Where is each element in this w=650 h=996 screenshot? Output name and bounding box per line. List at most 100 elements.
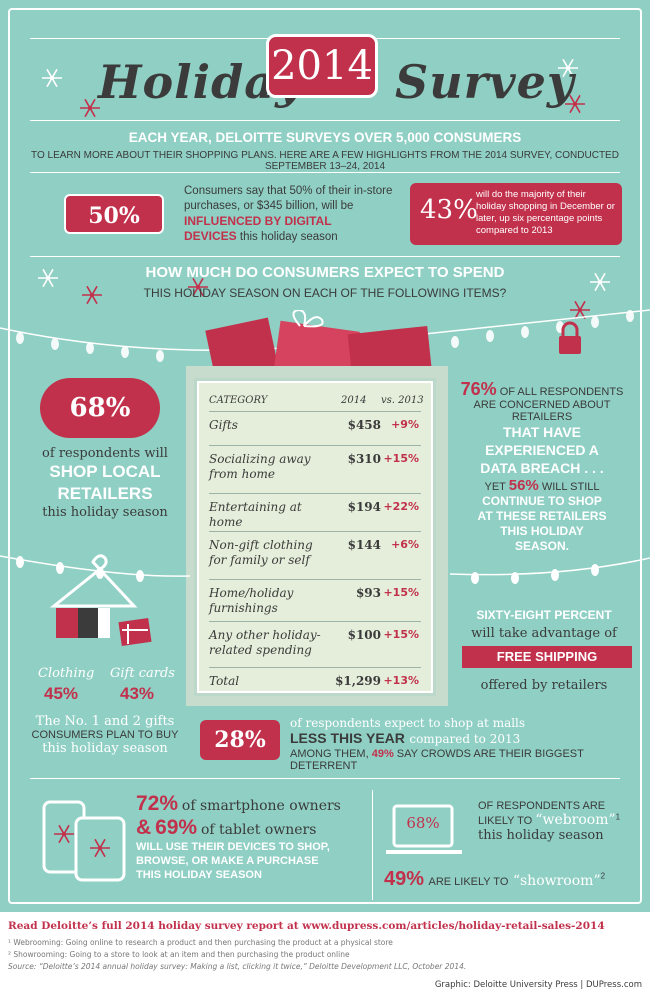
breach-yet: YET: [484, 481, 506, 493]
row-value-2014: $458: [347, 418, 381, 432]
row-value-2014: $310: [347, 452, 381, 466]
webroom-line3: this holiday season: [478, 828, 604, 843]
malls-line3pct: 49%: [371, 748, 394, 760]
showroom-line4a: ARE LIKELY TO: [428, 876, 509, 888]
breach-pct2: 56%: [508, 477, 539, 494]
devices-bold1: WILL USE THEIR DEVICES TO SHOP,: [136, 841, 330, 853]
table-row: Non-gift clothing for family or self $144…: [209, 531, 421, 579]
gift-card-icon: [118, 618, 152, 646]
december-line3: later, up six percentage points: [476, 213, 603, 224]
devices-text2: of tablet owners: [200, 822, 317, 838]
gifts-text3: this holiday season: [42, 741, 168, 756]
row-change-vs-2013: +22%: [383, 500, 419, 513]
breach-line1: OF ALL RESPONDENTS: [499, 386, 624, 398]
table-row: Socializing away from home $310 +15%: [209, 445, 421, 493]
breach-line2: ARE CONCERNED ABOUT RETAILERS: [473, 399, 611, 423]
string-lights-icon: [0, 555, 650, 584]
breach-bold3: DATA BREACH . . .: [480, 460, 604, 476]
table-row: Any other holiday-related spending $100 +1…: [209, 621, 421, 667]
digital-text-line1: Consumers say that 50% of their in-store: [184, 185, 393, 197]
shipping-line2: will take advantage of: [471, 626, 617, 641]
smartphone-icon: [42, 800, 126, 882]
breach-bold7: SEASON.: [514, 539, 569, 553]
snowflake-icon: [79, 98, 101, 118]
shipping-line1: SIXTY-EIGHT PERCENT: [476, 608, 612, 622]
row-category: Any other holiday-related spending: [209, 628, 321, 657]
december-pct: 43%: [420, 195, 478, 225]
showroom-sup2: 2: [600, 871, 606, 881]
webroom-sup1: 1: [615, 812, 621, 822]
breach-bold2: EXPERIENCED A: [485, 442, 599, 458]
divider: [30, 256, 620, 257]
row-category: Socializing away from home: [209, 452, 311, 481]
devices-pct2: 69%: [155, 816, 198, 839]
report-link[interactable]: Read Deloitte’s full 2014 holiday survey…: [8, 920, 605, 932]
malls-line3b: SAY CROWDS ARE THEIR BIGGEST DETERRENT: [290, 748, 584, 772]
intro-line1: EACH YEAR, DELOITTE SURVEYS OVER 5,000 C…: [128, 130, 522, 145]
breach-bold1: THAT HAVE: [502, 424, 582, 440]
malls-tail1: compared to 2013: [409, 732, 521, 746]
devices-bold3: THIS HOLIDAY SEASON: [136, 869, 262, 881]
row-value-2014: $93: [355, 586, 381, 600]
devices-text1: of smartphone owners: [181, 798, 341, 814]
row-category: Gifts: [209, 418, 238, 432]
table-row: Entertaining at home $194 +22%: [209, 493, 421, 531]
december-text: will do the majority of their holiday sh…: [476, 189, 618, 237]
cards-pct: 43%: [120, 684, 155, 703]
malls-line3a: AMONG THEM,: [290, 748, 369, 760]
graphic-credit: Graphic: Deloitte University Press | DUP…: [434, 980, 642, 990]
spend-table: CATEGORY 2014 vs. 2013 Gifts $458 +9% Socia…: [197, 381, 433, 693]
row-change-vs-2013: +6%: [391, 538, 419, 551]
title-year: 2014: [271, 43, 373, 89]
title-year-badge: 2014: [266, 34, 378, 98]
shipping-line4: offered by retailers: [480, 678, 608, 693]
local-line1: of respondents will: [42, 446, 168, 461]
showroom-pct: 49%: [384, 868, 425, 890]
breach-text: 76% OF ALL RESPONDENTS ARE CONCERNED ABO…: [452, 379, 632, 554]
gifts-text: The No. 1 and 2 gifts CONSUMERS PLAN TO …: [20, 714, 190, 756]
gifts-text2: CONSUMERS PLAN TO BUY: [31, 729, 179, 741]
malls-bold1: LESS THIS YEAR: [290, 730, 405, 746]
row-change-vs-2013: +15%: [383, 452, 419, 465]
clothing-pct: 45%: [44, 684, 79, 703]
malls-text: of respondents expect to shop at malls L…: [290, 716, 630, 772]
spend-heading-line2: THIS HOLIDAY SEASON ON EACH OF THE FOLLO…: [143, 286, 507, 300]
local-bold1: SHOP LOCAL: [49, 462, 161, 481]
december-line2: holiday shopping in December or: [476, 201, 615, 212]
webroom-pct: 68%: [406, 814, 440, 832]
local-text: of respondents will SHOP LOCAL RETAILERS…: [20, 446, 190, 520]
digital-text-bold2: DEVICES: [184, 229, 237, 243]
row-change-vs-2013: +9%: [391, 418, 419, 431]
row-category: Entertaining at home: [209, 500, 302, 529]
malls-pct-badge: 28%: [200, 720, 280, 760]
infographic-poster: Holiday 2014 Survey EACH YEAR, DELOITTE …: [0, 0, 650, 912]
breach-pct: 76%: [460, 379, 497, 399]
divider: [372, 790, 373, 900]
table-row: Home/holiday furnishings $93 +15%: [209, 579, 421, 621]
devices-text: 72% of smartphone owners & 69% of tablet…: [136, 792, 366, 882]
december-line1: will do the majority of their: [476, 189, 586, 200]
row-change-vs-2013: +15%: [383, 586, 419, 599]
breach-bold4: CONTINUE TO SHOP: [482, 494, 602, 508]
webroom-line1: OF RESPONDENTS ARE: [478, 800, 606, 812]
breach-bold5: AT THESE RETAILERS: [477, 509, 607, 523]
source-note: Source: “Deloitte’s 2014 annual holiday …: [8, 962, 467, 971]
row-category: Total: [209, 674, 240, 688]
malls-line1: of respondents expect to shop at malls: [290, 716, 526, 730]
row-category: Home/holiday furnishings: [209, 586, 294, 615]
cards-label: Gift cards: [110, 666, 175, 681]
padlock-icon: [559, 321, 581, 354]
divider: [30, 120, 620, 121]
divider: [30, 172, 620, 173]
webroom-line2b: “webroom”: [535, 812, 616, 828]
row-value-2014: $100: [347, 628, 381, 642]
december-stat-panel: 43% will do the majority of their holida…: [410, 183, 622, 245]
devices-bold2: BROWSE, OR MAKE A PURCHASE: [136, 855, 319, 867]
local-pct: 68%: [69, 393, 131, 423]
digital-pct-badge: 50%: [64, 194, 164, 234]
local-pct-badge: 68%: [40, 378, 160, 438]
gifts-text1: The No. 1 and 2 gifts: [35, 714, 175, 729]
row-change-vs-2013: +15%: [383, 628, 419, 641]
digital-text-tail: this holiday season: [239, 231, 338, 243]
row-category: Non-gift clothing for family or self: [209, 538, 313, 567]
